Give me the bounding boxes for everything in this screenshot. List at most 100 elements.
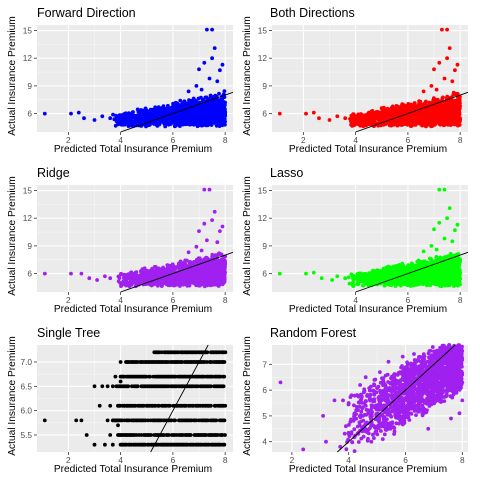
- x-tick-label: 6: [171, 295, 176, 305]
- data-point: [181, 105, 186, 110]
- data-point: [207, 76, 212, 81]
- data-point: [149, 115, 154, 120]
- data-point: [205, 27, 209, 32]
- data-point: [223, 100, 228, 105]
- data-point: [187, 116, 192, 120]
- data-point: [206, 115, 211, 120]
- y-axis-label: Actual Insurance Premium: [7, 16, 18, 135]
- data-point: [352, 123, 357, 127]
- data-point: [118, 121, 122, 125]
- data-point: [445, 121, 449, 126]
- data-point: [182, 99, 187, 104]
- data-point: [161, 265, 166, 270]
- data-point: [444, 102, 449, 107]
- data-point: [103, 274, 107, 279]
- x-tick-label: 4: [118, 295, 123, 305]
- data-point: [171, 264, 176, 269]
- data-point: [204, 280, 209, 285]
- data-point: [451, 115, 456, 120]
- data-point: [69, 111, 73, 116]
- data-point: [424, 108, 428, 112]
- data-point: [218, 68, 222, 73]
- data-point: [440, 27, 444, 32]
- data-point: [156, 122, 160, 127]
- x-tick-label: 8: [458, 135, 463, 145]
- data-point: [220, 97, 225, 101]
- data-point: [222, 89, 227, 93]
- data-point: [127, 284, 132, 289]
- data-point: [423, 101, 427, 106]
- data-point: [442, 76, 447, 81]
- data-point: [451, 100, 455, 105]
- x-tick-label: 4: [353, 135, 358, 145]
- data-point: [127, 280, 132, 285]
- data-point: [187, 108, 192, 113]
- data-point: [115, 116, 120, 121]
- data-point: [199, 248, 204, 253]
- data-point: [217, 251, 222, 256]
- data-point: [92, 118, 97, 122]
- data-point: [119, 271, 123, 276]
- data-point: [213, 274, 218, 279]
- data-point: [391, 112, 396, 117]
- data-point: [69, 271, 73, 276]
- data-point: [182, 261, 187, 266]
- data-point: [212, 46, 217, 50]
- data-point: [434, 87, 439, 92]
- data-point: [452, 111, 457, 116]
- data-point: [218, 229, 222, 234]
- data-point: [408, 119, 413, 124]
- data-point: [215, 259, 220, 264]
- data-point: [214, 100, 219, 104]
- data-point: [192, 112, 196, 117]
- data-point: [390, 107, 395, 112]
- data-point: [343, 116, 348, 121]
- data-point: [108, 276, 113, 281]
- data-point: [210, 255, 215, 259]
- data-point: [191, 269, 196, 273]
- data-point: [447, 46, 452, 50]
- data-point: [182, 115, 186, 119]
- data-point: [418, 117, 423, 121]
- data-point: [195, 273, 200, 278]
- data-point: [208, 283, 213, 288]
- data-point: [186, 89, 191, 94]
- data-point: [108, 116, 113, 121]
- data-point: [218, 122, 223, 127]
- data-point: [277, 111, 282, 116]
- data-point: [317, 116, 321, 121]
- data-point: [209, 123, 214, 127]
- data-point: [215, 240, 220, 245]
- data-point: [366, 116, 371, 120]
- data-point: [417, 104, 421, 109]
- data-point: [194, 116, 199, 120]
- data-point: [204, 95, 209, 100]
- data-point: [130, 274, 135, 279]
- data-point: [424, 118, 429, 123]
- data-point: [192, 107, 197, 112]
- data-point: [401, 115, 406, 120]
- data-point: [210, 27, 215, 32]
- data-point: [82, 116, 86, 121]
- data-point: [199, 87, 204, 92]
- data-point: [157, 270, 162, 275]
- data-point: [150, 266, 155, 271]
- data-point: [196, 280, 200, 285]
- panel-title: Lasso: [270, 166, 303, 180]
- data-point: [166, 110, 171, 115]
- data-point: [200, 267, 205, 272]
- data-point: [214, 113, 219, 117]
- data-point: [42, 111, 47, 116]
- data-point: [116, 279, 121, 284]
- data-point: [213, 282, 218, 287]
- data-point: [450, 79, 455, 84]
- data-point: [210, 278, 215, 283]
- data-point: [411, 118, 416, 123]
- x-tick-label: 6: [406, 135, 411, 145]
- data-point: [122, 112, 126, 117]
- data-point: [138, 118, 143, 123]
- data-point: [456, 123, 460, 128]
